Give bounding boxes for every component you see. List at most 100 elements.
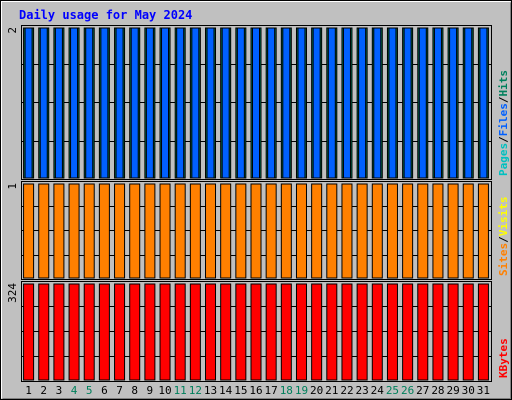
x-tick-label-day-26: 26 (401, 384, 414, 397)
bar-kbytes-day-28 (432, 283, 444, 381)
bar-sites-day-26 (402, 183, 414, 279)
bar-files-day-23 (358, 27, 367, 179)
bar-sites-day-16 (250, 183, 262, 279)
legend-entry: / (497, 136, 510, 143)
legend-entry: Pages (497, 143, 510, 176)
bar-sites-day-19 (295, 183, 307, 279)
x-tick-label-day-5: 5 (86, 384, 93, 397)
bar-kbytes-day-27 (417, 283, 429, 381)
x-tick-label-day-7: 7 (116, 384, 123, 397)
x-tick-label-day-8: 8 (131, 384, 138, 397)
legend-entry: / (497, 96, 510, 103)
bar-files-day-3 (54, 27, 63, 179)
bar-files-day-28 (433, 27, 442, 179)
bar-sites-day-28 (432, 183, 444, 279)
bar-sites-day-12 (189, 183, 201, 279)
bar-sites-day-30 (462, 183, 474, 279)
panel-border (21, 281, 492, 382)
bar-kbytes-day-19 (295, 283, 307, 381)
bar-files-day-4 (70, 27, 79, 179)
bar-sites-day-29 (447, 183, 459, 279)
legend-entry: Visits (497, 196, 510, 236)
x-tick-label-day-6: 6 (101, 384, 108, 397)
x-tick-label-day-21: 21 (325, 384, 338, 397)
x-tick-label-day-30: 30 (462, 384, 475, 397)
x-tick-label-day-31: 31 (477, 384, 490, 397)
bar-sites-day-24 (371, 183, 383, 279)
x-tick-label-day-29: 29 (446, 384, 459, 397)
bar-files-day-9 (145, 27, 154, 179)
y-tick-label: 324 (6, 283, 19, 303)
bar-kbytes-day-11 (174, 283, 186, 381)
legend-hits-files-pages: Pages/Files/Hits (497, 70, 510, 176)
bar-sites-day-21 (326, 183, 338, 279)
bar-sites-day-8 (129, 183, 141, 279)
bar-sites-day-9 (144, 183, 156, 279)
bar-files-day-14 (221, 27, 230, 179)
bar-files-day-15 (236, 27, 245, 179)
x-tick-label-day-11: 11 (174, 384, 187, 397)
bar-kbytes-day-24 (371, 283, 383, 381)
x-tick-label-day-4: 4 (71, 384, 78, 397)
x-tick-label-day-17: 17 (265, 384, 278, 397)
bar-sites-day-11 (174, 183, 186, 279)
legend-entry: Sites (497, 243, 510, 276)
bar-sites-day-17 (265, 183, 277, 279)
bar-kbytes-day-4 (68, 283, 80, 381)
bar-kbytes-day-8 (129, 283, 141, 381)
bar-kbytes-day-20 (311, 283, 323, 381)
x-tick-label-day-18: 18 (280, 384, 293, 397)
panel-visits-sites: 1 Sites/Visits (6, 181, 510, 280)
x-tick-label-day-14: 14 (219, 384, 233, 397)
bar-files-day-18 (282, 27, 291, 179)
bar-sites-day-4 (68, 183, 80, 279)
bar-files-day-27 (418, 27, 427, 179)
bar-kbytes-day-6 (98, 283, 110, 381)
bar-files-day-24 (373, 27, 382, 179)
bar-kbytes-day-10 (159, 283, 171, 381)
bar-sites-day-1 (23, 183, 35, 279)
y-tick-label: 1 (6, 183, 19, 190)
y-tick-label: 2 (6, 27, 19, 34)
bar-kbytes-day-5 (83, 283, 95, 381)
bar-kbytes-day-1 (23, 283, 35, 381)
bar-kbytes-day-13 (205, 283, 217, 381)
bar-kbytes-day-12 (189, 283, 201, 381)
bar-sites-day-25 (386, 183, 398, 279)
bar-kbytes-day-23 (356, 283, 368, 381)
bar-sites-day-20 (311, 183, 323, 279)
x-tick-label-day-28: 28 (431, 384, 444, 397)
x-tick-label-day-24: 24 (371, 384, 385, 397)
bar-files-day-25 (388, 27, 397, 179)
bar-sites-day-5 (83, 183, 95, 279)
x-tick-label-day-27: 27 (416, 384, 429, 397)
bar-files-day-26 (403, 27, 412, 179)
x-tick-label-day-25: 25 (386, 384, 399, 397)
bar-files-day-7 (115, 27, 124, 179)
bar-files-day-20 (312, 27, 321, 179)
bar-sites-day-18 (280, 183, 292, 279)
bar-kbytes-day-30 (462, 283, 474, 381)
bar-sites-day-6 (98, 183, 110, 279)
bar-files-day-8 (130, 27, 139, 179)
panel-border (21, 25, 492, 180)
x-tick-label-day-22: 22 (340, 384, 353, 397)
panel-kbytes: 324 KBytes (6, 281, 510, 382)
bar-files-day-13 (206, 27, 215, 179)
bar-kbytes-day-18 (280, 283, 292, 381)
bar-kbytes-day-26 (402, 283, 414, 381)
bar-sites-day-13 (205, 183, 217, 279)
x-tick-label-day-19: 19 (295, 384, 308, 397)
bar-kbytes-day-17 (265, 283, 277, 381)
bar-sites-day-22 (341, 183, 353, 279)
x-tick-label-day-1: 1 (25, 384, 32, 397)
x-tick-label-day-2: 2 (40, 384, 47, 397)
legend-entry: Hits (497, 70, 510, 97)
bar-kbytes-day-22 (341, 283, 353, 381)
bar-files-day-2 (39, 27, 48, 179)
bar-kbytes-day-9 (144, 283, 156, 381)
bar-sites-day-27 (417, 183, 429, 279)
x-tick-label-day-23: 23 (356, 384, 369, 397)
